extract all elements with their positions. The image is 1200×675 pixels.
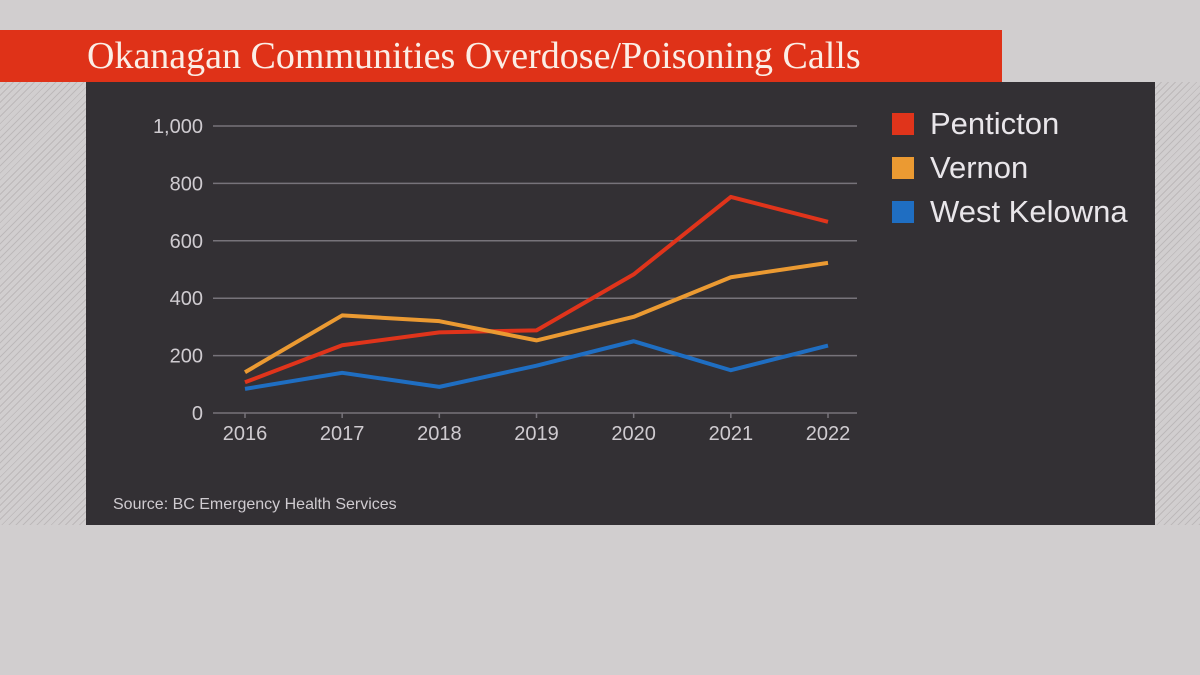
hatch-right [1155,82,1200,525]
hatch-left [0,82,86,525]
legend-swatch [892,201,914,223]
legend-label: West Kelowna [930,194,1128,229]
legend-item: Penticton [892,106,1059,142]
x-tick-label: 2022 [806,423,851,445]
x-tick-label: 2021 [709,423,754,445]
chart-title: Okanagan Communities Overdose/Poisoning … [87,35,861,77]
legend-label: Penticton [930,106,1060,141]
legend-label: Vernon [930,150,1029,185]
chart-panel [86,82,1155,525]
series-line-penticton [244,194,829,385]
y-tick-label: 0 [192,403,203,425]
title-bar: Okanagan Communities Overdose/Poisoning … [0,30,1002,82]
x-tick-label: 2019 [514,423,559,445]
legend-item: West Kelowna [892,194,1128,230]
x-tick-label: 2017 [320,423,365,445]
series-line-west-kelowna [244,339,829,391]
y-tick-label: 800 [170,173,203,195]
series-line-vernon [243,260,829,374]
y-tick-label: 600 [170,231,203,253]
x-tick-label: 2018 [417,423,462,445]
y-tick-label: 200 [170,346,203,368]
source-note: Source: BC Emergency Health Services [113,496,397,513]
x-tick-label: 2020 [611,423,656,445]
y-tick-label: 1,000 [153,116,203,138]
y-tick-label: 400 [170,288,203,310]
legend-swatch [892,113,914,135]
legend-item: Vernon [892,150,1028,186]
x-tick-label: 2016 [223,423,268,445]
legend-swatch [892,157,914,179]
